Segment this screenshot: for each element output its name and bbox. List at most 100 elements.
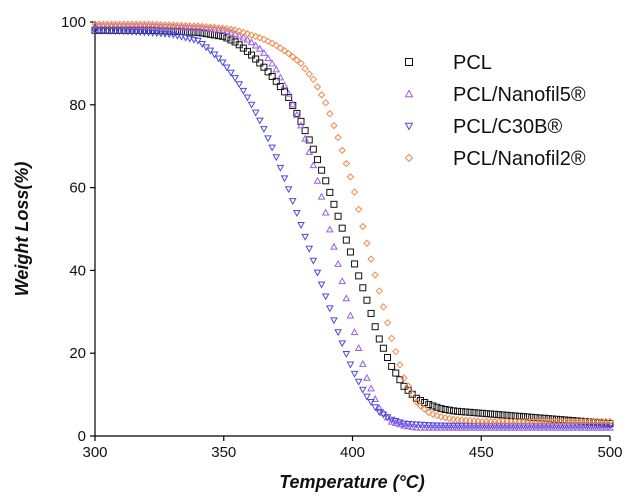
data-point (412, 394, 420, 402)
data-point (548, 422, 557, 430)
legend-marker (404, 89, 414, 98)
data-point (597, 423, 606, 431)
data-point (99, 27, 108, 35)
axis-ticks: 300 350 400 450 500 0 20 40 60 80 100 (61, 14, 623, 461)
data-point (256, 59, 264, 67)
data-point (428, 423, 437, 431)
data-point (577, 422, 586, 430)
data-point (280, 81, 289, 89)
data-point (355, 272, 363, 280)
y-tick-label: 20 (69, 345, 86, 362)
data-point (536, 414, 544, 422)
data-point (346, 248, 354, 256)
data-point (531, 422, 540, 430)
data-point (222, 27, 231, 35)
data-point (462, 408, 470, 416)
data-point (309, 161, 318, 169)
data-point (222, 64, 231, 72)
data-point (400, 420, 408, 428)
data-point (428, 422, 437, 430)
data-point (322, 177, 330, 185)
y-tick-label: 100 (61, 14, 86, 31)
data-point (132, 29, 141, 36)
data-point (198, 41, 206, 48)
data-point (359, 284, 367, 292)
data-point (107, 28, 116, 35)
data-point (581, 422, 590, 430)
data-point (507, 422, 515, 430)
data-point (503, 423, 511, 431)
data-point (148, 29, 157, 37)
data-point (251, 41, 260, 49)
data-point (589, 423, 598, 431)
data-point (255, 44, 264, 52)
data-point (527, 422, 536, 430)
data-point (400, 382, 408, 390)
data-point (408, 421, 417, 429)
data-point (231, 29, 239, 37)
data-point (325, 305, 334, 313)
data-point (305, 136, 313, 144)
data-point (165, 31, 174, 39)
data-point (358, 359, 367, 367)
data-point (276, 73, 285, 81)
data-point (396, 361, 404, 369)
data-point (532, 414, 540, 422)
y-tick-label: 0 (78, 428, 86, 445)
data-point (338, 146, 346, 155)
data-point (429, 410, 437, 418)
data-point (606, 417, 614, 426)
data-point (321, 293, 330, 301)
data-point (482, 422, 491, 430)
data-point (219, 32, 227, 40)
data-point (354, 205, 363, 214)
data-point (371, 271, 379, 279)
data-point (301, 134, 309, 142)
data-point (247, 101, 256, 109)
data-point (573, 422, 581, 430)
data-point (408, 390, 416, 398)
data-point (388, 362, 396, 370)
data-point (330, 121, 338, 130)
data-point (297, 117, 305, 125)
data-point (494, 422, 503, 430)
data-point (284, 89, 293, 97)
data-point (256, 34, 264, 42)
data-point (519, 413, 527, 421)
data-point (338, 340, 347, 348)
data-point (223, 34, 231, 42)
data-point (437, 405, 445, 413)
data-point (272, 41, 280, 50)
data-point (243, 30, 252, 38)
data-point (346, 173, 355, 181)
data-point (606, 422, 614, 430)
data-point (248, 51, 256, 59)
data-point (404, 386, 412, 394)
data-point (285, 94, 293, 102)
data-point (276, 164, 285, 172)
data-point (289, 53, 297, 61)
data-point (264, 37, 272, 45)
data-point (264, 68, 272, 76)
x-tick-label: 300 (82, 444, 107, 461)
data-point (371, 404, 380, 412)
legend-label: PCL/C30B® (453, 116, 562, 138)
data-point (243, 47, 251, 55)
x-tick-label: 350 (211, 444, 236, 461)
data-point (420, 405, 429, 413)
data-point (404, 382, 412, 390)
data-point (305, 147, 314, 155)
data-point (445, 406, 453, 414)
data-point (416, 423, 425, 431)
data-point (255, 117, 264, 125)
data-point (478, 422, 487, 430)
data-point (363, 239, 371, 247)
data-point (325, 225, 334, 233)
data-point (288, 100, 297, 108)
data-point (293, 109, 301, 117)
data-point (239, 33, 248, 41)
data-point (433, 423, 441, 431)
data-point (239, 87, 248, 95)
data-point (420, 422, 429, 429)
data-point (433, 411, 441, 420)
